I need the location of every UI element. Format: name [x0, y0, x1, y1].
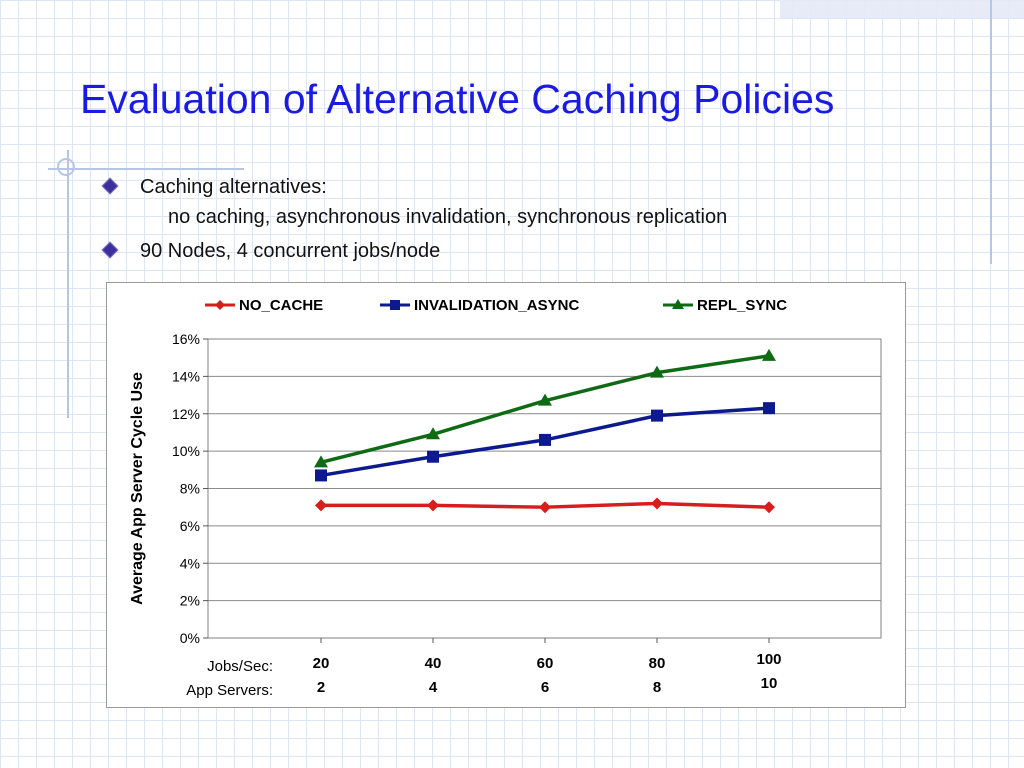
square-marker	[539, 433, 551, 446]
square-marker	[390, 300, 400, 310]
y-tick-label: 0%	[180, 630, 200, 646]
legend-item: INVALIDATION_ASYNC	[380, 297, 579, 314]
square-marker	[763, 402, 775, 415]
diamond-marker	[215, 300, 225, 310]
series	[314, 348, 776, 514]
bullet-text: Caching alternatives:	[140, 176, 327, 198]
y-tick-label: 8%	[180, 481, 200, 497]
square-marker	[427, 450, 439, 463]
x-tick-label-jobs: 40	[425, 655, 442, 672]
series-line	[320, 354, 770, 465]
legend-item: REPL_SYNC	[663, 297, 787, 314]
diamond-bullet-icon	[101, 241, 119, 259]
slide-title: Evaluation of Alternative Caching Polici…	[80, 76, 835, 122]
square-marker	[651, 409, 663, 422]
legend-label: REPL_SYNC	[697, 297, 787, 314]
legend-item: NO_CACHE	[205, 297, 323, 314]
x-tick-label-servers: 10	[761, 675, 778, 692]
gridlines	[208, 338, 881, 602]
bullet-subtext: no caching, asynchronous invalidation, s…	[168, 206, 728, 228]
legend-label: NO_CACHE	[239, 297, 323, 314]
decorative-circle	[57, 158, 75, 176]
square-marker	[315, 469, 327, 482]
triangle-marker	[538, 393, 552, 406]
series-repl-sync	[314, 348, 776, 468]
decorative-left-line	[67, 150, 69, 418]
triangle-marker	[672, 299, 684, 309]
x-row-label-servers: App Servers:	[186, 682, 273, 699]
y-tick-label: 6%	[180, 518, 200, 534]
y-tick-label: 2%	[180, 593, 200, 609]
series-no-cache	[315, 497, 775, 514]
decorative-vertical-line	[990, 0, 992, 264]
y-tick-label: 10%	[172, 443, 200, 459]
diamond-marker	[651, 497, 663, 510]
x-tick-label-servers: 6	[541, 679, 549, 696]
chart-container: 0% 2% 4% 6% 8% 10% 12% 14% 16% 20 2 40 4 60 6 80 8 100 10 J…	[106, 282, 906, 708]
bullet-list: Caching alternatives: no caching, asynch…	[100, 172, 727, 266]
x-tick-label-jobs: 20	[313, 655, 330, 672]
x-tick-label-servers: 2	[317, 679, 325, 696]
bullet-caching-alternatives: Caching alternatives: no caching, asynch…	[100, 172, 727, 232]
legend: NO_CACHE INVALIDATION_ASYNC REPL_SYNC	[205, 297, 787, 314]
axes: 0% 2% 4% 6% 8% 10% 12% 14% 16% 20 2 40 4 60 6 80 8 100 10 J…	[172, 331, 782, 699]
x-tick-label-servers: 8	[653, 679, 661, 696]
legend-label: INVALIDATION_ASYNC	[414, 297, 579, 314]
decorative-horizontal-line	[48, 168, 244, 170]
series-invalidation-async	[315, 402, 775, 482]
bullet-text: 90 Nodes, 4 concurrent jobs/node	[140, 240, 441, 262]
x-tick-label-servers: 4	[429, 679, 438, 696]
diamond-marker	[315, 499, 327, 512]
line-chart: 0% 2% 4% 6% 8% 10% 12% 14% 16% 20 2 40 4 60 6 80 8 100 10 J…	[129, 297, 882, 699]
x-tick-label-jobs: 100	[756, 651, 781, 668]
y-axis-label: Average App Server Cycle Use	[129, 372, 146, 605]
y-tick-label: 12%	[172, 406, 200, 422]
triangle-marker	[314, 455, 328, 468]
diamond-marker	[539, 501, 551, 514]
bullet-nodes: 90 Nodes, 4 concurrent jobs/node	[100, 236, 727, 266]
y-tick-label: 4%	[180, 555, 200, 571]
triangle-marker	[650, 365, 664, 378]
x-tick-label-jobs: 80	[649, 655, 666, 672]
y-tick-label: 14%	[172, 368, 200, 384]
diamond-marker	[427, 499, 439, 512]
x-tick-label-jobs: 60	[537, 655, 554, 672]
decorative-top-band	[780, 0, 1024, 18]
x-row-label-jobs: Jobs/Sec:	[207, 658, 273, 675]
triangle-marker	[426, 427, 440, 440]
y-tick-label: 16%	[172, 331, 200, 347]
triangle-marker	[762, 348, 776, 361]
diamond-bullet-icon	[101, 177, 119, 195]
diamond-marker	[763, 501, 775, 514]
